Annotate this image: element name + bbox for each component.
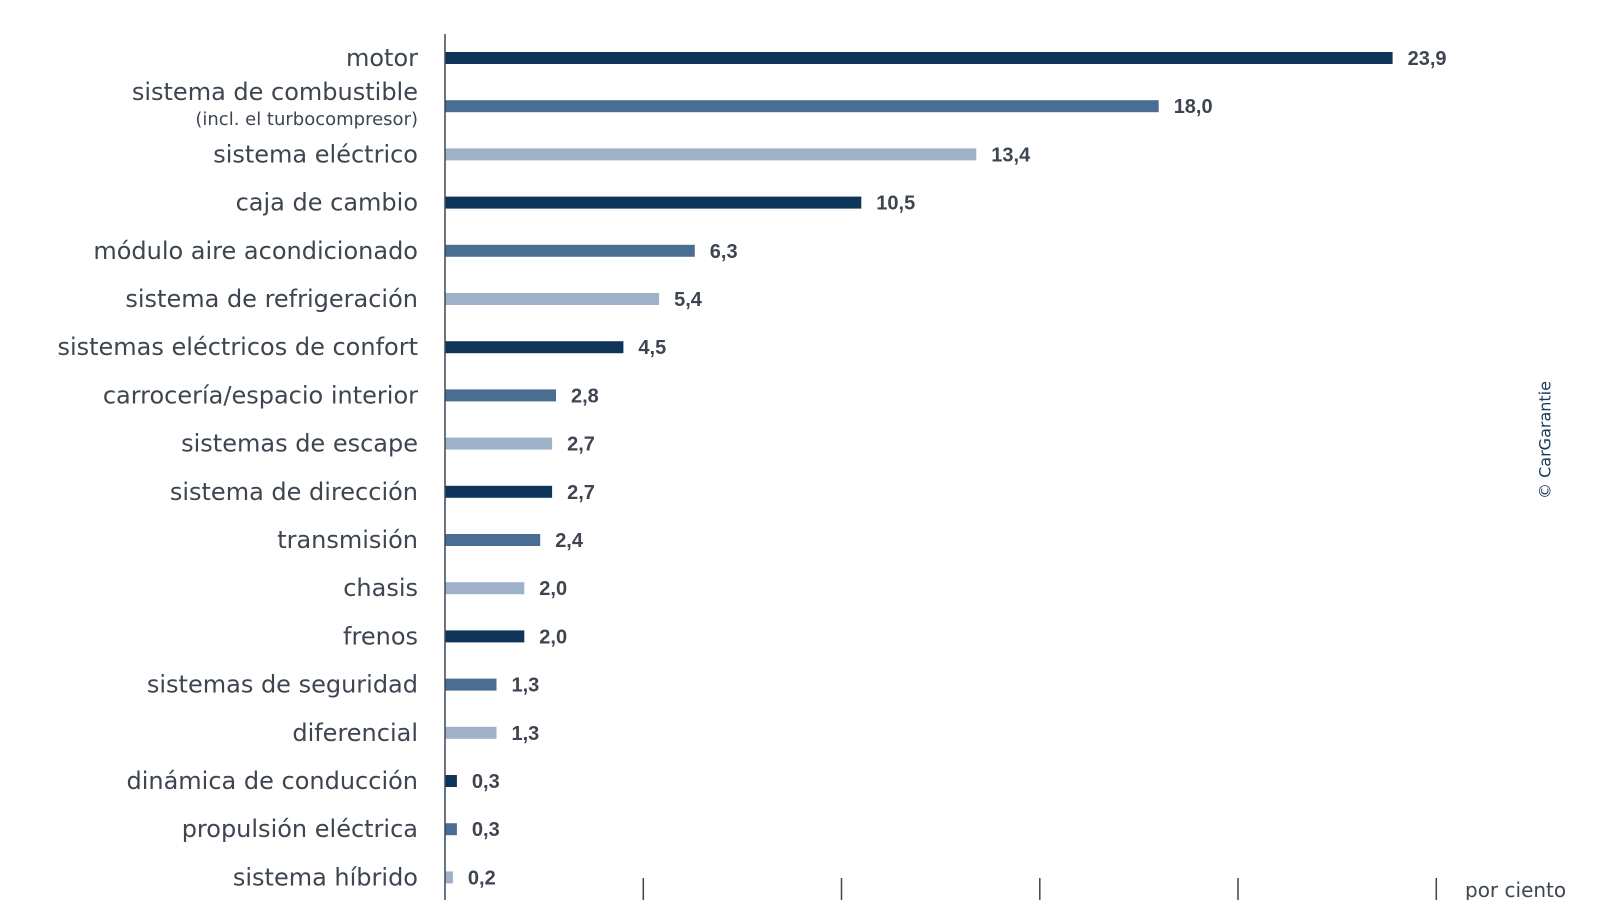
value-label-5: 5,4 [674,289,703,311]
category-label-9: sistema de dirección [170,478,418,506]
bar-3 [445,196,862,209]
value-label-17: 0,2 [468,867,496,889]
bar-14 [445,726,497,739]
bar-16 [445,823,457,836]
value-label-3: 10,5 [876,193,915,215]
category-label-8: sistemas de escape [181,430,418,458]
x-axis-unit-label: por ciento [1465,878,1566,900]
bar-12 [445,630,525,643]
category-label-4: módulo aire acondicionado [93,237,418,265]
bar-7 [445,389,556,402]
bar-0 [445,52,1393,64]
bar-11 [445,582,525,595]
bar-8 [445,437,553,450]
category-label-0: motor [346,44,418,72]
value-label-0: 23,9 [1408,48,1447,70]
value-label-15: 0,3 [472,771,500,793]
category-label-14: diferencial [292,719,418,747]
category-label-1: sistema de combustible [132,78,418,106]
value-label-14: 1,3 [512,723,540,745]
value-label-16: 0,3 [472,819,500,841]
bar-15 [445,775,457,787]
category-label-13: sistemas de seguridad [147,671,418,699]
value-label-7: 2,8 [571,385,599,407]
value-label-11: 2,0 [539,578,567,600]
category-label-7: carrocería/espacio interior [103,381,418,409]
bar-10 [445,534,541,546]
value-label-8: 2,7 [567,434,595,456]
category-label-16: propulsión eléctrica [182,815,418,843]
bar-6 [445,341,624,354]
bar-13 [445,678,497,691]
bar-1 [445,100,1159,113]
value-label-13: 1,3 [512,675,540,697]
value-label-12: 2,0 [539,626,567,648]
value-label-4: 6,3 [710,241,738,263]
value-label-2: 13,4 [991,144,1031,166]
category-label-3: caja de cambio [236,189,418,217]
category-label-5: sistema de refrigeración [125,285,418,313]
value-label-9: 2,7 [567,482,595,504]
bar-9 [445,485,553,498]
value-label-6: 4,5 [638,337,666,359]
bar-4 [445,244,695,257]
category-label-6: sistemas eléctricos de confort [57,333,418,361]
category-label-2: sistema eléctrico [213,140,418,168]
category-label-15: dinámica de conducción [126,767,418,795]
bars-layer: 23,9 motor 18,0 sistema de combustible (incl… [57,44,1446,891]
category-label-17: sistema híbrido [233,863,418,891]
value-label-1: 18,0 [1174,96,1213,118]
bar-17 [445,871,453,884]
value-label-10: 2,4 [555,530,584,552]
bar-5 [445,293,660,305]
axis-layer [444,34,1438,900]
category-label-11: chasis [343,574,418,602]
copyright-note: © CarGarantie [1535,381,1555,499]
category-sublabel-1: (incl. el turbocompresor) [195,109,418,130]
category-label-12: frenos [343,622,418,650]
bar-2 [445,148,977,161]
category-label-10: transmisión [277,526,418,554]
